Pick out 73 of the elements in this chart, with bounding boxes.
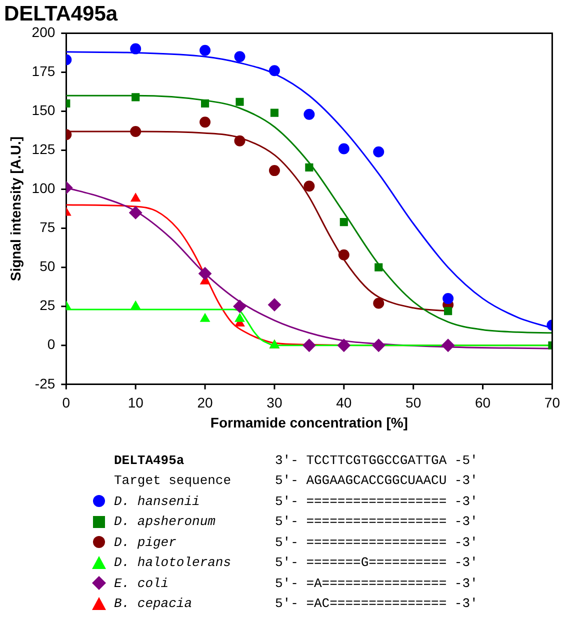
point: [373, 298, 384, 309]
point: [442, 338, 455, 352]
x-tick-label: 30: [266, 394, 282, 411]
point: [270, 108, 279, 117]
text: 5′- ================== -3′: [275, 534, 478, 550]
y-tick-label: 100: [32, 180, 56, 196]
point: [130, 300, 140, 310]
point: [338, 249, 350, 260]
x-axis-title: Formamide concentration [%]: [210, 414, 408, 430]
text: 5′- ================== -3′: [275, 494, 478, 509]
point: [198, 267, 212, 280]
point: [132, 93, 140, 102]
point: [200, 44, 211, 56]
point: [444, 307, 452, 316]
chart-title: DELTA495a: [4, 2, 118, 26]
text: DELTA495a: [114, 452, 186, 468]
y-tick-label: 75: [40, 219, 56, 236]
legend-label: D. halotolerans: [114, 555, 232, 570]
point: [442, 293, 454, 304]
point: [130, 126, 142, 138]
text: Target sequence: [114, 473, 232, 488]
y-tick-label: 0: [47, 336, 56, 352]
point: [234, 135, 246, 146]
x-tick-label: 50: [406, 394, 422, 411]
y-tick-label: 175: [32, 63, 56, 80]
point: [268, 65, 280, 76]
x-tick-label: 10: [128, 394, 144, 411]
legend-label: B. cepacia: [114, 596, 194, 612]
point: [337, 338, 350, 352]
legend-label: D. apsheronum: [114, 514, 216, 530]
y-tick-label: 25: [40, 297, 56, 314]
point: [338, 143, 350, 154]
point: [268, 298, 281, 312]
point: [200, 99, 210, 108]
point: [130, 43, 142, 54]
y-tick-label: 125: [32, 141, 56, 158]
point: [305, 163, 314, 172]
point: [234, 51, 246, 62]
legend-label: D. piger: [114, 534, 178, 550]
y-tick-label: 150: [32, 102, 56, 118]
text: 3′- TCCTTCGTGGCCGATTGA -5′: [275, 452, 478, 468]
y-axis-title: Signal intensity [A.U.]: [7, 136, 24, 282]
y-tick-label: -25: [34, 375, 56, 392]
text: 5′- =A================ -3′: [275, 576, 478, 591]
legend-label: D. hansenii: [114, 494, 201, 509]
point: [236, 98, 244, 106]
point: [233, 300, 246, 313]
x-tick-label: 40: [336, 394, 352, 411]
point: [200, 313, 210, 322]
point: [304, 108, 315, 120]
point: [373, 146, 384, 158]
point: [372, 338, 386, 352]
text: 5′- ================== -3′: [275, 514, 478, 530]
text: 5′- AGGAAGCACCGGCUAACU -3′: [275, 473, 478, 488]
point: [234, 313, 245, 322]
line-series: [66, 94, 552, 334]
y-tick-label: 50: [40, 258, 56, 274]
point: [304, 180, 315, 192]
x-tick-label: 0: [62, 394, 70, 411]
y-tick-label: 200: [32, 24, 56, 40]
point: [268, 165, 280, 176]
text: 5′- =AC=============== -3′: [275, 596, 478, 612]
point: [302, 338, 316, 352]
x-tick-label: 60: [474, 394, 491, 411]
point: [340, 218, 348, 226]
point: [130, 193, 140, 202]
text: 5′- =======G========== -3′: [275, 555, 478, 570]
x-tick-label: 70: [544, 394, 560, 411]
point: [129, 206, 142, 220]
point: [200, 116, 211, 128]
point: [374, 263, 383, 272]
legend-label: E. coli: [114, 576, 170, 591]
x-tick-label: 20: [197, 394, 214, 411]
